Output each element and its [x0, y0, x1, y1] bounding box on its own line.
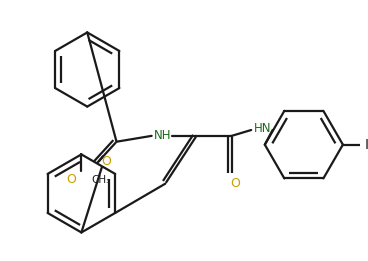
Text: O: O: [101, 155, 111, 168]
Text: NH: NH: [153, 129, 171, 142]
Text: HN: HN: [254, 122, 272, 135]
Text: O: O: [231, 177, 241, 190]
Text: CH₃: CH₃: [91, 175, 110, 185]
Text: I: I: [364, 138, 368, 152]
Text: O: O: [67, 173, 77, 186]
